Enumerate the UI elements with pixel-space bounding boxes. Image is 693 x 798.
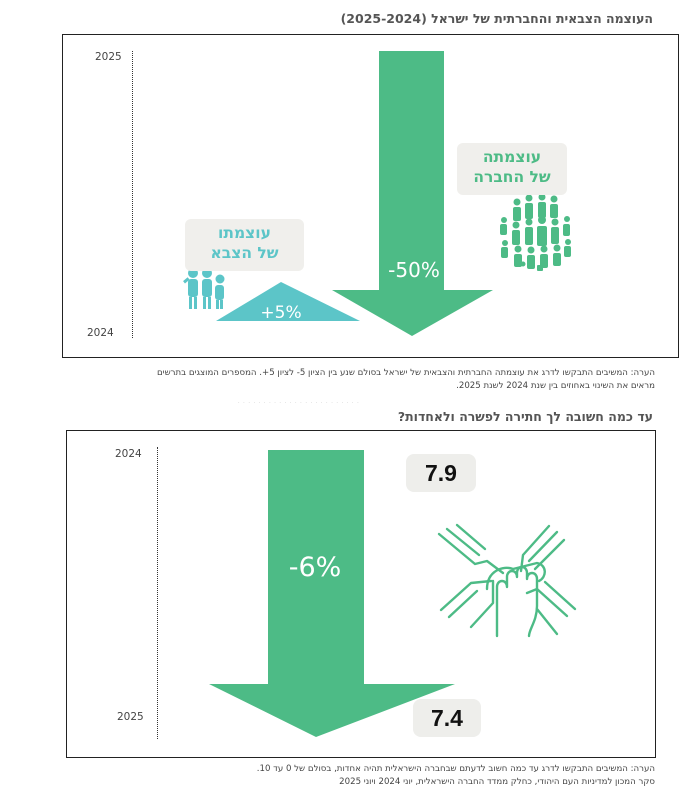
- chart2-note-line2: סקר המכון למדיניות העם היהודי, כחלק ממדד…: [339, 777, 655, 787]
- chart2-year-top: 2024: [115, 448, 142, 460]
- chart2-axis-line: [157, 447, 158, 739]
- soldiers-icon: [183, 268, 225, 309]
- faint-background-text: · · · · · · · · · · · · · · · · · · · · …: [238, 400, 360, 406]
- society-bubble: עוצמתה של החברה: [457, 143, 567, 195]
- chart1-arrow-army: [216, 282, 360, 321]
- chart1-year-top: 2025: [95, 51, 122, 63]
- chart2-note: הערה: המשיבים התבקשו לדרג עד כמה חשוב לד…: [257, 763, 655, 789]
- chart1-axis-line: [132, 51, 133, 338]
- chart1-note: הערה: המשיבים התבקשו לדרג את עוצמתה החבר…: [157, 367, 655, 393]
- chart1-title: העוצמה הצבאית והחברתית של ישראל (2025-20…: [340, 11, 653, 26]
- score-2024: 7.9: [406, 454, 476, 492]
- chart2-panel: 2024 2025 -6% 7.9 7.4: [66, 430, 656, 758]
- chart1-note-line1: הערה: המשיבים התבקשו לדרג את עוצמתה החבר…: [156, 368, 655, 378]
- society-bubble-line2: של החברה: [473, 168, 551, 186]
- joined-hands-icon: [437, 523, 577, 638]
- chart1-note-line2: מראים את השינוי באחוזים בין שנת 2024 לשנ…: [456, 381, 655, 391]
- chart1-arrow-society: [332, 51, 493, 336]
- chart2-year-bottom: 2025: [117, 711, 144, 723]
- chart1-label-army: +5%: [260, 303, 301, 323]
- army-bubble-line2: של הצבא: [210, 244, 279, 262]
- chart1-svg: -50% +5%: [183, 51, 571, 336]
- army-bubble: עוצמתו של הצבא: [185, 219, 304, 271]
- chart2-svg: -6%: [209, 450, 577, 737]
- chart2-title: עד כמה חשובה לך חתירה לפשרה ולאחדות?: [397, 409, 653, 424]
- chart1-year-bottom: 2024: [87, 327, 114, 339]
- chart2-note-line1: הערה: המשיבים התבקשו לדרג עד כמה חשוב לד…: [256, 764, 655, 774]
- chart1-label-society: -50%: [388, 258, 440, 282]
- crowd-icon: [500, 193, 571, 271]
- chart1-panel: 2025 2024 -50% +5%: [62, 34, 679, 358]
- chart2-arrow-unity: [209, 450, 455, 737]
- army-bubble-line1: עוצמתו: [218, 224, 271, 242]
- chart2-label-unity: -6%: [289, 552, 342, 583]
- score-2025: 7.4: [413, 699, 481, 737]
- society-bubble-line1: עוצמתה: [482, 148, 542, 166]
